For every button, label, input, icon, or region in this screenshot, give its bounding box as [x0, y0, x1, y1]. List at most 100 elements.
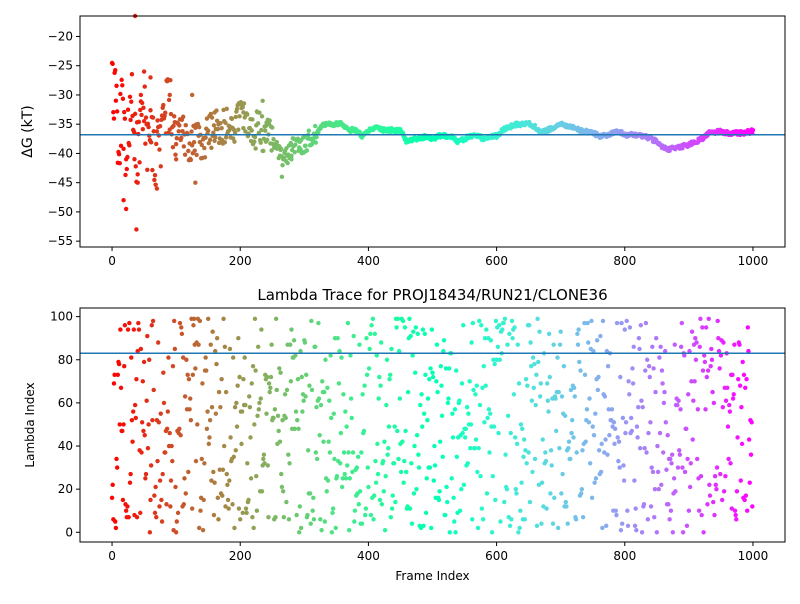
delta-g-point: [182, 152, 188, 157]
lambda-point: [618, 527, 624, 533]
lambda-point: [627, 392, 632, 397]
lambda-point: [238, 517, 243, 522]
lambda-point: [476, 445, 481, 451]
lambda-point: [694, 340, 699, 345]
delta-g-point: [241, 101, 247, 106]
lambda-point: [544, 506, 549, 511]
lambda-point: [233, 448, 238, 453]
lambda-point: [141, 359, 147, 365]
lambda-y-axis-label: Lambda Index: [23, 382, 37, 467]
lambda-point: [322, 519, 328, 524]
lambda-point: [321, 389, 327, 395]
delta-g-point: [189, 92, 195, 98]
lambda-point: [240, 510, 245, 516]
lambda-point: [296, 426, 301, 431]
lambda-point: [696, 508, 702, 513]
lambda-point: [278, 370, 283, 375]
delta-g-point: [206, 141, 212, 146]
lambda-point: [718, 471, 723, 477]
delta-g-point: [173, 157, 179, 162]
lambda-point: [205, 409, 210, 414]
lambda-point: [161, 400, 167, 406]
lambda-point: [435, 389, 440, 395]
lambda-point: [246, 497, 251, 503]
lambda-point: [209, 478, 214, 483]
delta-g-point: [232, 130, 238, 135]
lambda-point: [355, 454, 361, 460]
lambda-point: [504, 486, 510, 492]
lambda-point: [484, 491, 490, 496]
lambda-point: [614, 320, 620, 326]
lambda-point: [685, 456, 690, 462]
delta-g-point: [274, 139, 279, 145]
delta-g-point: [138, 107, 143, 113]
lambda-point: [616, 458, 621, 464]
lambda-point: [249, 381, 254, 386]
lambda-point: [580, 448, 585, 453]
lambda-point: [143, 471, 149, 477]
lambda-point: [364, 372, 370, 378]
delta-g-point: [192, 148, 197, 153]
lambda-point: [227, 478, 232, 483]
lambda-point: [551, 342, 556, 347]
lambda-point: [365, 465, 370, 470]
lambda-point: [273, 316, 279, 321]
lambda-point: [408, 333, 413, 339]
lambda-point: [670, 452, 675, 457]
delta-g-point: [123, 172, 128, 178]
delta-g-point: [279, 174, 285, 180]
lambda-point: [286, 517, 292, 522]
lambda-point: [207, 435, 212, 440]
lambda-point: [216, 389, 222, 395]
lambda-point: [165, 409, 170, 414]
lambda-point: [375, 441, 380, 447]
lambda-point: [566, 445, 571, 451]
lambda-point: [631, 344, 636, 350]
lambda-point: [686, 508, 692, 513]
lambda-point: [432, 443, 437, 449]
lambda-point: [582, 320, 587, 326]
delta-g-point: [150, 115, 156, 120]
lambda-point: [231, 454, 237, 460]
delta-g-point: [211, 123, 217, 128]
lambda-point: [256, 407, 262, 412]
delta-g-point: [199, 142, 204, 148]
lambda-point: [190, 372, 195, 378]
lambda-point: [620, 415, 626, 421]
delta-g-y-tick-label: −55: [48, 234, 73, 248]
lambda-point: [571, 385, 577, 390]
lambda-point: [493, 318, 499, 324]
delta-g-point: [313, 123, 318, 129]
delta-g-point: [227, 127, 232, 133]
lambda-point: [395, 316, 401, 321]
lambda-point: [404, 469, 409, 475]
lambda-point: [502, 316, 508, 321]
delta-g-point: [124, 166, 129, 172]
lambda-point: [138, 346, 144, 352]
lambda-point: [414, 486, 419, 492]
lambda-point: [382, 439, 387, 444]
lambda-point: [634, 424, 640, 429]
lambda-point: [731, 392, 736, 397]
delta-g-point: [154, 129, 160, 134]
lambda-point: [283, 415, 288, 421]
lambda-point: [603, 437, 608, 442]
lambda-point: [420, 424, 425, 429]
lambda-point: [560, 471, 565, 477]
lambda-point: [314, 405, 319, 410]
lambda-point: [347, 476, 353, 481]
lambda-point: [721, 489, 727, 494]
lambda-point: [439, 383, 444, 388]
lambda-point: [386, 445, 391, 451]
delta-g-point: [114, 109, 120, 114]
lambda-point: [721, 340, 726, 345]
lambda-point: [559, 491, 564, 496]
delta-g-point: [170, 144, 176, 150]
lambda-point: [121, 422, 126, 427]
lambda-point: [213, 411, 219, 416]
lambda-point: [145, 445, 151, 451]
lambda-point: [405, 389, 411, 395]
lambda-point: [698, 474, 704, 479]
lambda-point: [557, 445, 562, 451]
lambda-point: [580, 515, 586, 520]
